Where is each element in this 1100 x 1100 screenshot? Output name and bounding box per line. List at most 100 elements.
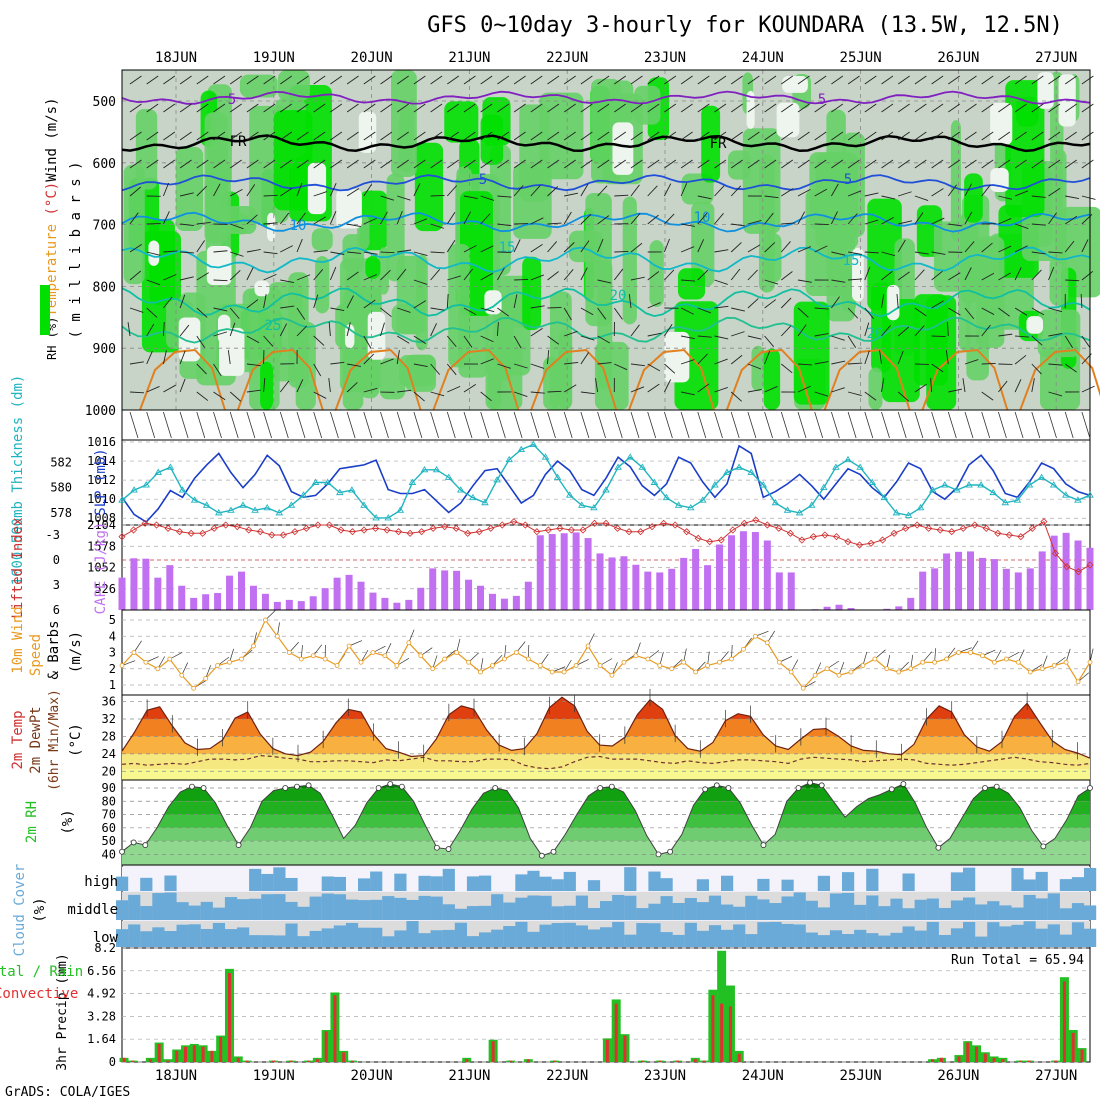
cape-bar — [620, 556, 628, 610]
precip-conv-bar — [491, 1041, 495, 1062]
wind-barb — [580, 335, 595, 341]
wind-barb — [380, 159, 393, 169]
cloud-bar — [950, 900, 964, 920]
wind-barb — [263, 222, 278, 225]
cape-bar — [429, 568, 437, 610]
rh-green-blob — [558, 329, 573, 410]
cloud-bar — [926, 921, 939, 947]
wind-barb — [680, 246, 695, 253]
wind-barb — [447, 103, 460, 113]
cloud-bar — [636, 908, 649, 920]
wind10-marker — [346, 643, 352, 649]
wind-barb — [1014, 190, 1029, 197]
wind-barb — [313, 159, 326, 169]
wind-barb — [513, 294, 518, 309]
wind-barb — [129, 75, 142, 85]
wind-barb — [346, 322, 351, 337]
wind-barb — [914, 195, 929, 201]
thickness-marker — [662, 493, 671, 501]
cloud-bar — [430, 896, 443, 920]
wind10-marker — [1051, 663, 1057, 668]
cloud-bar — [515, 897, 528, 920]
cloud-bar — [116, 876, 129, 891]
wind-barb — [380, 307, 392, 318]
rh-green-blob — [763, 233, 782, 283]
li-marker — [1063, 563, 1071, 571]
cloud-bar — [333, 925, 346, 947]
wind-barb — [998, 103, 1011, 113]
surface-barb — [463, 411, 473, 439]
cloud-bar — [890, 932, 903, 947]
li-marker — [1017, 533, 1025, 541]
wind-barb — [213, 103, 226, 113]
cloud-bar — [1071, 922, 1085, 947]
cape-bar — [226, 575, 234, 610]
precip-conv-bar — [1080, 1049, 1084, 1062]
wind-barb — [396, 75, 409, 85]
wind-barb — [831, 279, 846, 283]
rh-marker — [1087, 785, 1093, 791]
li-marker — [452, 524, 460, 532]
cloud-bar — [406, 899, 419, 920]
rh-green-blob — [913, 294, 948, 386]
rh-band — [156, 814, 1090, 828]
li-marker — [740, 519, 748, 527]
wind-barb — [330, 361, 345, 365]
wind-barb — [480, 75, 493, 85]
wind-barb — [396, 103, 409, 113]
cloud-bar — [733, 906, 746, 920]
wind-barb — [981, 324, 991, 337]
li-marker — [821, 531, 829, 539]
cloud-bar — [829, 893, 843, 920]
wind-barb — [931, 131, 944, 141]
thickness-marker — [1013, 496, 1022, 503]
cloud-bar — [152, 927, 165, 947]
wind-barb — [613, 268, 624, 281]
wind-barb — [1048, 131, 1061, 141]
cloud-bar — [321, 928, 334, 947]
wind-barb — [948, 307, 961, 316]
wind-barb — [1081, 103, 1094, 113]
wind-barb — [897, 271, 910, 281]
cape-bar — [668, 568, 676, 610]
thickness-marker — [771, 498, 780, 506]
wind-barb — [313, 269, 324, 281]
wind-barb — [1014, 103, 1027, 113]
cloud-bar — [878, 906, 891, 920]
isotherm-label: 10 — [290, 218, 307, 234]
wind-barb — [229, 391, 241, 402]
wind-barb — [430, 251, 445, 254]
wind-barb — [397, 195, 411, 201]
surface-barb — [279, 411, 289, 439]
wind10-marker — [203, 676, 209, 681]
precip-conv-bar — [166, 1060, 170, 1062]
wind-barb — [962, 378, 966, 393]
cape-ylabel: CAPE (J/kg) — [93, 522, 109, 615]
wind-barb — [864, 266, 871, 281]
wind-barb — [564, 330, 578, 337]
li-marker — [544, 526, 552, 534]
wind-barb — [363, 217, 377, 225]
cloud-bar — [975, 936, 988, 947]
precip-ylabel: 3hr Precip (mm) — [55, 953, 70, 1070]
li-marker — [798, 536, 806, 544]
top-date-label: 22JUN — [546, 50, 588, 66]
precip-tick: 3.28 — [87, 1009, 116, 1023]
thickness-marker — [493, 476, 501, 483]
wind-barb — [814, 159, 827, 169]
wind-barb — [831, 335, 845, 341]
cape-bar — [441, 570, 449, 610]
top-date-label: 19JUN — [253, 50, 295, 66]
rh-green-blob — [691, 201, 715, 287]
wind-barb — [630, 184, 640, 197]
rh-marker — [433, 844, 440, 851]
wind-barb — [430, 131, 443, 141]
li-marker — [706, 538, 714, 546]
li-marker — [118, 533, 126, 541]
precip-conv-bar — [1054, 1060, 1058, 1062]
bottom-date-label: 20JUN — [351, 1068, 393, 1084]
thickness-marker — [699, 496, 707, 503]
cloud-bar — [297, 936, 310, 947]
wind-barb — [714, 103, 727, 113]
cloud-bar — [261, 935, 274, 947]
